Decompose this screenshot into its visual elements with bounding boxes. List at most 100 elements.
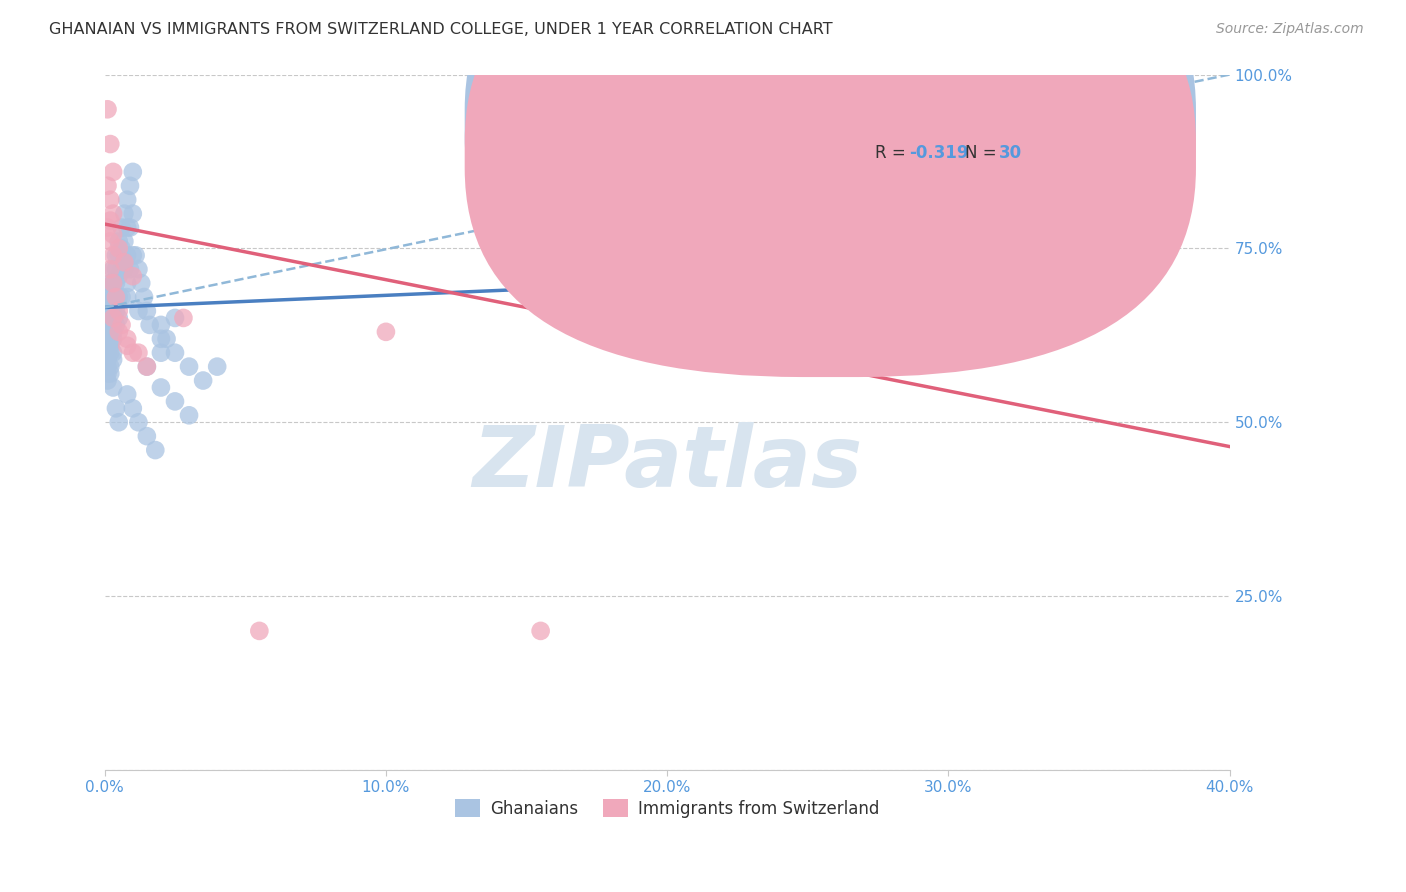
FancyBboxPatch shape <box>780 92 1073 189</box>
Point <box>115 339 138 353</box>
Point <box>98 276 121 290</box>
Text: 85: 85 <box>1000 112 1022 131</box>
Point <box>127 262 149 277</box>
Point <box>96 318 118 332</box>
Point <box>110 318 132 332</box>
Point <box>107 269 129 284</box>
Point <box>101 310 124 325</box>
Legend: Ghanaians, Immigrants from Switzerland: Ghanaians, Immigrants from Switzerland <box>449 793 886 824</box>
Text: 30: 30 <box>1000 145 1022 162</box>
Point <box>96 352 118 367</box>
Point <box>101 345 124 359</box>
Point <box>101 165 124 179</box>
Point <box>110 262 132 277</box>
Point <box>98 339 121 353</box>
Point <box>104 248 127 262</box>
Point <box>149 345 172 359</box>
Point <box>163 394 186 409</box>
Point <box>101 318 124 332</box>
FancyBboxPatch shape <box>465 0 1197 377</box>
Point <box>98 290 121 304</box>
Point <box>121 206 143 220</box>
Point <box>118 220 141 235</box>
Point <box>115 276 138 290</box>
Point <box>98 318 121 332</box>
Text: ZIPatlas: ZIPatlas <box>472 423 862 506</box>
Point <box>107 241 129 255</box>
Point <box>127 345 149 359</box>
Point <box>96 345 118 359</box>
Point <box>110 220 132 235</box>
Point <box>149 332 172 346</box>
Point <box>107 235 129 249</box>
Point <box>138 318 160 332</box>
Point <box>110 290 132 304</box>
Point <box>112 206 135 220</box>
Point <box>101 325 124 339</box>
Point <box>247 624 270 638</box>
Text: N =: N = <box>966 112 997 131</box>
Point <box>96 374 118 388</box>
Point <box>104 262 127 277</box>
Point <box>121 248 143 262</box>
Point <box>96 178 118 193</box>
Point <box>132 290 155 304</box>
Point <box>96 367 118 381</box>
Point <box>172 310 194 325</box>
Point <box>143 443 166 458</box>
Point <box>101 206 124 220</box>
Point <box>135 429 157 443</box>
Point <box>127 304 149 318</box>
Text: N =: N = <box>966 145 997 162</box>
Text: -0.319: -0.319 <box>910 145 969 162</box>
Point <box>530 624 553 638</box>
Point <box>205 359 228 374</box>
Point <box>121 345 143 359</box>
Point <box>135 304 157 318</box>
Point <box>177 359 200 374</box>
Point <box>115 248 138 262</box>
Point <box>112 255 135 269</box>
Point <box>110 241 132 255</box>
Point <box>124 248 146 262</box>
Point <box>96 220 118 235</box>
FancyBboxPatch shape <box>465 0 1197 346</box>
Point <box>121 165 143 179</box>
Point <box>177 409 200 423</box>
Point <box>98 332 121 346</box>
Text: GHANAIAN VS IMMIGRANTS FROM SWITZERLAND COLLEGE, UNDER 1 YEAR CORRELATION CHART: GHANAIAN VS IMMIGRANTS FROM SWITZERLAND … <box>49 22 832 37</box>
Point <box>135 359 157 374</box>
Point <box>121 401 143 416</box>
Point <box>149 318 172 332</box>
Point <box>107 325 129 339</box>
Point <box>135 359 157 374</box>
Point <box>98 213 121 227</box>
Point <box>96 304 118 318</box>
Point <box>96 103 118 117</box>
Point <box>129 276 152 290</box>
Point <box>96 297 118 311</box>
Point <box>107 310 129 325</box>
Point <box>101 262 124 277</box>
Point <box>115 220 138 235</box>
Point <box>101 290 124 304</box>
Point <box>98 304 121 318</box>
Point <box>101 248 124 262</box>
Point <box>98 345 121 359</box>
Point <box>96 283 118 297</box>
Point <box>104 304 127 318</box>
Point <box>115 387 138 401</box>
Point <box>107 415 129 429</box>
Point <box>163 345 186 359</box>
Point <box>163 310 186 325</box>
Point <box>107 304 129 318</box>
Point <box>96 310 118 325</box>
Point <box>121 269 143 284</box>
Text: R =: R = <box>876 112 905 131</box>
Point <box>149 380 172 394</box>
Point <box>98 359 121 374</box>
Point <box>96 359 118 374</box>
Point <box>127 415 149 429</box>
Point <box>374 325 396 339</box>
Point <box>104 401 127 416</box>
